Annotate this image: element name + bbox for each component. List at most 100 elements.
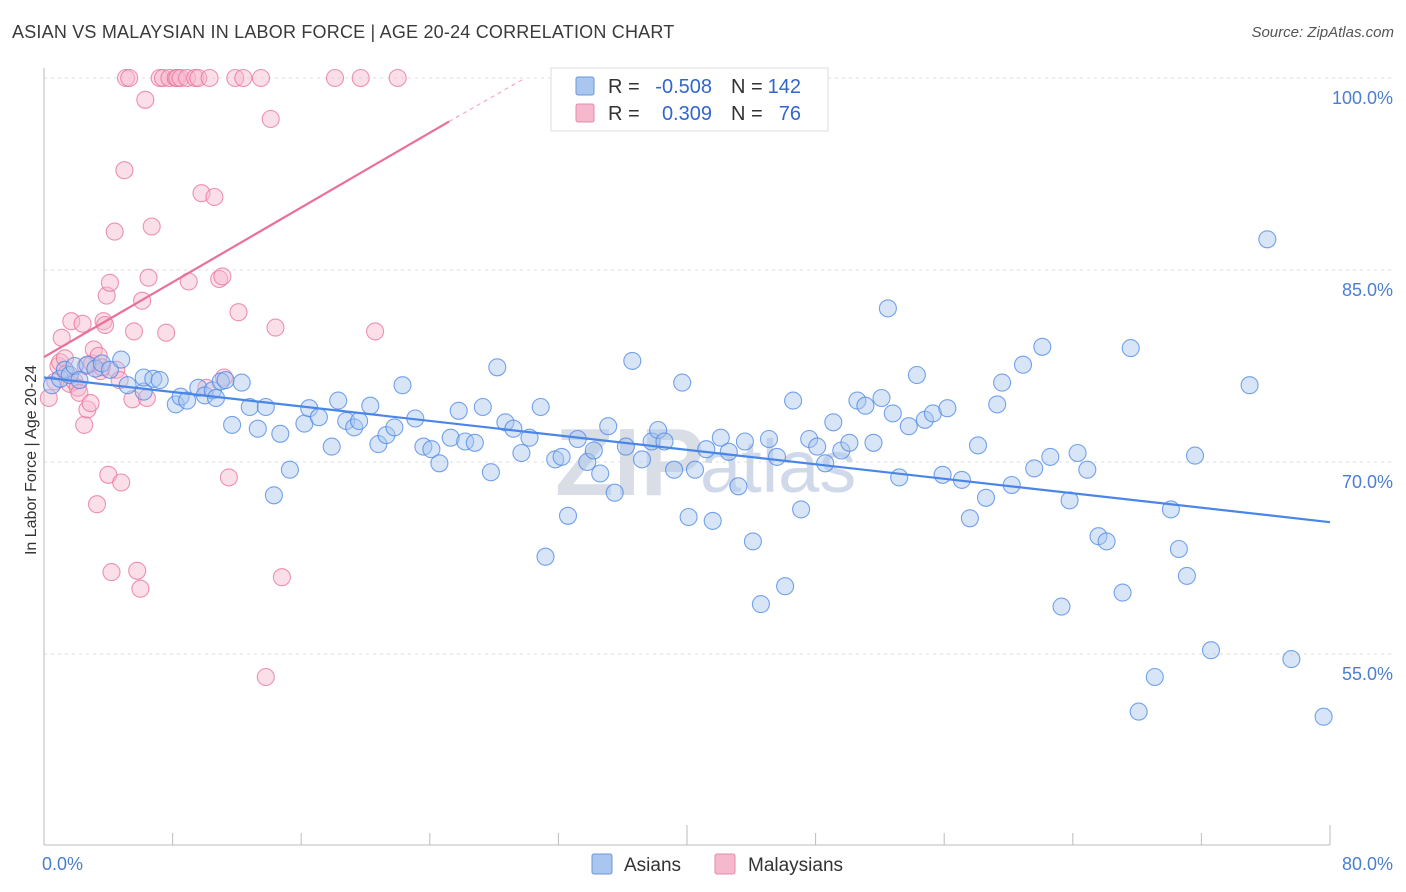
point-malaysians-39 bbox=[131, 579, 150, 598]
point-malaysians-35 bbox=[120, 68, 139, 88]
point-asians-40 bbox=[350, 411, 369, 431]
point-asians-9 bbox=[100, 360, 119, 379]
point-malaysians-70 bbox=[266, 318, 285, 337]
point-asians-90 bbox=[759, 429, 779, 449]
point-asians-103 bbox=[864, 433, 883, 452]
point-asians-69 bbox=[591, 464, 610, 483]
point-asians-106 bbox=[883, 404, 902, 423]
y-axis-title: In Labor Force | Age 20-24 bbox=[23, 365, 40, 555]
point-asians-84 bbox=[711, 428, 730, 447]
point-asians-78 bbox=[665, 460, 684, 479]
point-asians-4 bbox=[65, 356, 84, 376]
point-asians-37 bbox=[329, 391, 348, 410]
watermark-zip: ZIP bbox=[555, 409, 704, 516]
point-asians-18 bbox=[178, 391, 197, 410]
point-malaysians-47 bbox=[157, 323, 176, 342]
point-malaysians-61 bbox=[213, 267, 232, 286]
point-asians-141 bbox=[1258, 230, 1277, 249]
point-malaysians-24 bbox=[96, 315, 115, 335]
point-asians-113 bbox=[938, 399, 957, 418]
point-malaysians-74 bbox=[366, 322, 385, 341]
bottom-legend-label-asians: Asians bbox=[624, 855, 681, 876]
point-asians-96 bbox=[808, 437, 827, 456]
point-asians-28 bbox=[248, 419, 267, 438]
point-malaysians-58 bbox=[200, 68, 219, 88]
point-asians-67 bbox=[578, 452, 597, 472]
legend-r-value-malaysians: 0.309 bbox=[662, 103, 712, 125]
point-asians-52 bbox=[456, 432, 475, 451]
point-malaysians-66 bbox=[234, 68, 253, 88]
point-malaysians-75 bbox=[388, 68, 407, 88]
point-asians-26 bbox=[232, 373, 251, 392]
point-asians-132 bbox=[1121, 339, 1140, 358]
point-asians-91 bbox=[767, 447, 787, 466]
point-asians-15 bbox=[150, 371, 169, 390]
trend-lines bbox=[43, 78, 1331, 524]
point-asians-49 bbox=[430, 454, 449, 473]
point-asians-31 bbox=[271, 424, 290, 443]
point-asians-136 bbox=[1169, 539, 1188, 559]
point-asians-55 bbox=[481, 463, 500, 482]
point-asians-109 bbox=[907, 365, 926, 385]
point-asians-142 bbox=[1282, 650, 1301, 669]
stats-legend: R = -0.508 N = 142 R = 0.309 N = 76 bbox=[550, 67, 829, 132]
legend-r-label-malaysians: R = bbox=[608, 103, 640, 125]
point-asians-116 bbox=[968, 436, 988, 455]
legend-swatch-malaysians bbox=[575, 103, 595, 123]
point-asians-105 bbox=[878, 299, 897, 318]
point-asians-70 bbox=[599, 417, 618, 436]
bottom-legend-swatch-asians bbox=[591, 853, 613, 875]
y-tick-label-100: 100.0% bbox=[1332, 88, 1393, 108]
point-asians-45 bbox=[393, 376, 412, 395]
legend-swatch-asians bbox=[575, 76, 595, 96]
point-asians-108 bbox=[899, 417, 918, 436]
point-asians-94 bbox=[792, 500, 811, 519]
point-malaysians-33 bbox=[115, 161, 134, 180]
legend-n-value-malaysians: 76 bbox=[779, 103, 801, 125]
point-malaysians-43 bbox=[139, 268, 158, 287]
point-asians-85 bbox=[719, 442, 738, 461]
point-asians-133 bbox=[1129, 702, 1148, 721]
point-asians-138 bbox=[1185, 446, 1205, 465]
point-malaysians-71 bbox=[272, 568, 291, 587]
point-malaysians-37 bbox=[124, 322, 144, 341]
point-asians-112 bbox=[933, 465, 952, 484]
point-asians-93 bbox=[784, 391, 803, 410]
point-asians-107 bbox=[890, 468, 909, 487]
chart-title: ASIAN VS MALAYSIAN IN LABOR FORCE | AGE … bbox=[12, 22, 675, 42]
point-asians-53 bbox=[465, 433, 484, 452]
point-asians-71 bbox=[605, 483, 624, 502]
point-asians-48 bbox=[422, 440, 441, 459]
stats-legend-box bbox=[550, 67, 829, 132]
trendline-malaysians-extension bbox=[448, 78, 524, 123]
point-malaysians-11 bbox=[70, 383, 89, 402]
point-asians-19 bbox=[189, 378, 208, 397]
point-malaysians-19 bbox=[87, 495, 107, 514]
point-asians-139 bbox=[1201, 641, 1221, 660]
point-asians-59 bbox=[512, 443, 531, 463]
point-asians-140 bbox=[1240, 376, 1259, 395]
point-asians-131 bbox=[1113, 583, 1132, 602]
point-malaysians-41 bbox=[136, 90, 155, 109]
point-asians-41 bbox=[361, 396, 380, 415]
point-asians-32 bbox=[280, 460, 299, 479]
point-malaysians-44 bbox=[142, 217, 161, 236]
y-tick-label-70: 70.0% bbox=[1342, 472, 1393, 492]
point-malaysians-13 bbox=[75, 415, 94, 434]
point-asians-104 bbox=[872, 388, 891, 408]
point-malaysians-60 bbox=[210, 269, 229, 289]
point-asians-79 bbox=[673, 373, 692, 392]
point-asians-102 bbox=[856, 396, 875, 415]
point-asians-97 bbox=[816, 454, 835, 473]
trendline-asians bbox=[43, 376, 1331, 524]
series-legend: Asians Malaysians bbox=[591, 853, 843, 876]
point-asians-44 bbox=[385, 418, 404, 437]
point-asians-76 bbox=[649, 420, 668, 440]
point-asians-54 bbox=[473, 397, 492, 417]
bottom-legend-label-malaysians: Malaysians bbox=[748, 855, 843, 876]
point-asians-130 bbox=[1097, 532, 1116, 551]
point-asians-65 bbox=[558, 506, 578, 525]
y-tick-label-55: 55.0% bbox=[1342, 664, 1393, 684]
point-malaysians-27 bbox=[100, 273, 119, 292]
